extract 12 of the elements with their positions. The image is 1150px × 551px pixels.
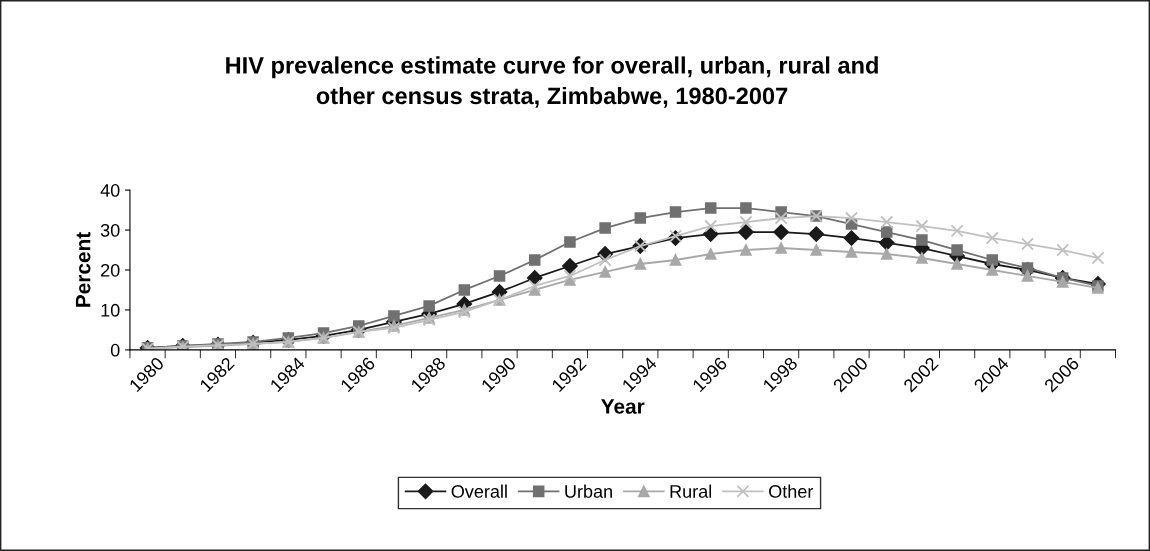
legend-label: Other [769,484,814,498]
y-axis-title: Percent [75,232,91,307]
y-tick-label: 40 [100,184,120,197]
legend-label: Rural [670,484,712,498]
y-tick-label: 0 [110,343,120,357]
y-tick-label: 20 [101,263,120,277]
legend-label: Overall [451,484,507,498]
chart-title: HIV prevalence estimate curve for overall, urban, rural and other census strata, Zimbabwe, 1980-2007 [226,56,878,108]
y-tick-label: 30 [100,223,120,237]
legend-label: Urban [565,484,612,498]
x-axis-title: Year [601,399,645,414]
y-tick-label: 10 [101,303,120,317]
